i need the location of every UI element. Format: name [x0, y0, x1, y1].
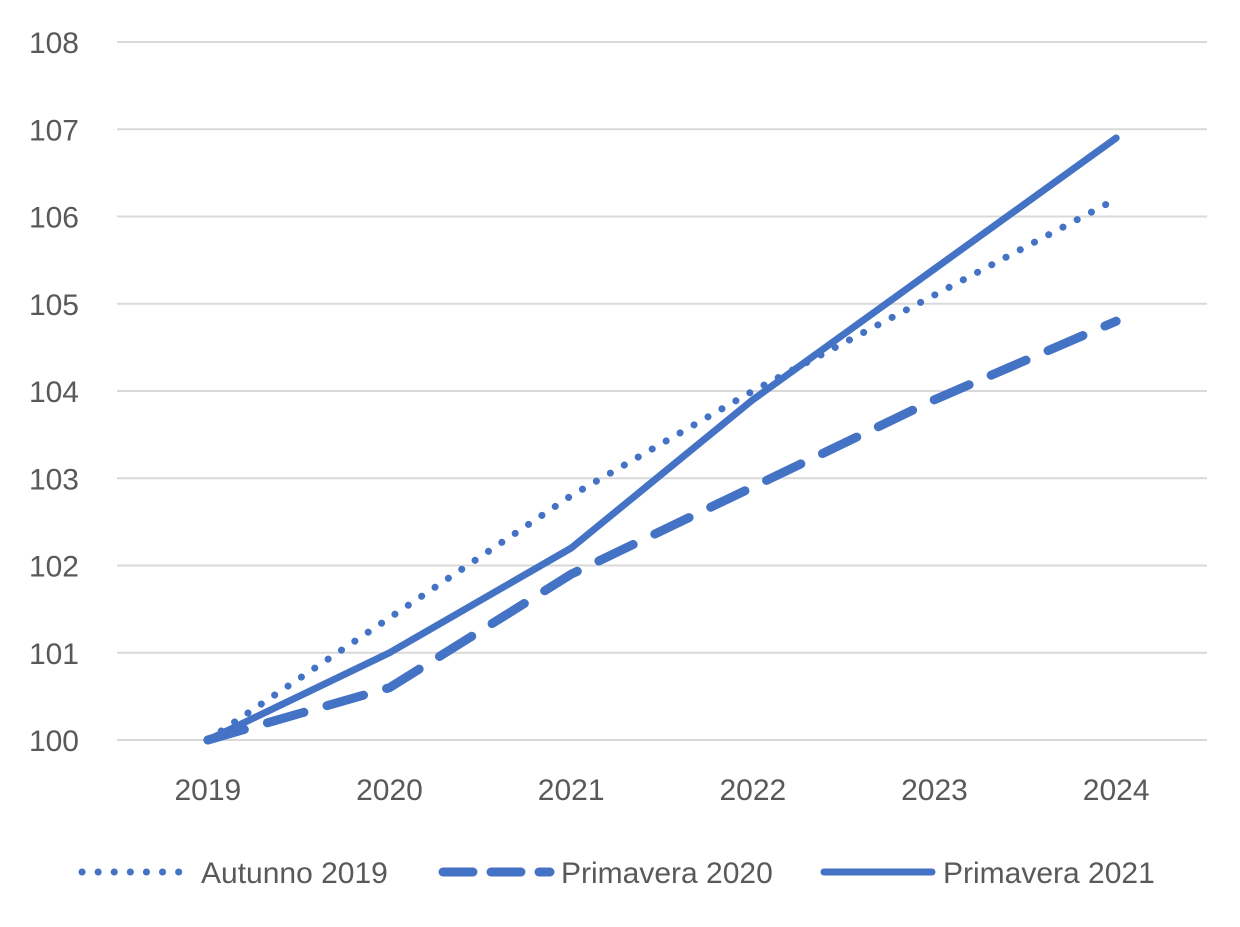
y-tick-label: 102: [29, 551, 79, 584]
y-axis-tick-labels: 100 101 102 103 104 105 106 107 108: [29, 27, 79, 758]
x-tick-label: 2019: [174, 774, 241, 807]
y-tick-label: 108: [29, 27, 79, 60]
x-tick-label: 2021: [538, 774, 605, 807]
x-axis-tick-labels: 2019 2020 2021 2022 2023 2024: [174, 774, 1149, 807]
series-lines: [203, 134, 1121, 745]
y-tick-label: 106: [29, 202, 79, 235]
y-tick-label: 104: [29, 376, 79, 409]
y-tick-label: 107: [29, 114, 79, 147]
series-line-autunno-2019: [204, 195, 1120, 744]
gridlines: [117, 41, 1207, 741]
x-tick-label: 2024: [1083, 774, 1150, 807]
y-tick-label: 100: [29, 725, 79, 758]
series-line-primavera-2020: [203, 316, 1121, 745]
series-line-primavera-2021: [204, 134, 1120, 744]
y-tick-label: 103: [29, 463, 79, 496]
legend-label: Autunno 2019: [201, 857, 388, 890]
x-tick-label: 2020: [356, 774, 423, 807]
x-tick-label: 2023: [901, 774, 968, 807]
legend: Autunno 2019 Primavera 2020 Primavera 2021: [78, 857, 1155, 890]
legend-label: Primavera 2021: [943, 857, 1155, 890]
y-tick-label: 105: [29, 289, 79, 322]
y-tick-label: 101: [29, 638, 79, 671]
legend-label: Primavera 2020: [561, 857, 773, 890]
x-tick-label: 2022: [719, 774, 786, 807]
